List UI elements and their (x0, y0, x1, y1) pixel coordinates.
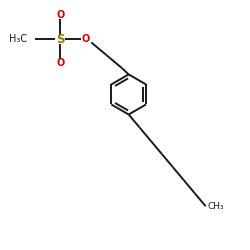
Text: O: O (56, 58, 64, 68)
Text: O: O (82, 34, 90, 44)
Text: O: O (56, 10, 64, 20)
Text: S: S (56, 33, 64, 46)
Text: CH₃: CH₃ (208, 202, 224, 211)
Text: H₃C: H₃C (9, 34, 27, 44)
